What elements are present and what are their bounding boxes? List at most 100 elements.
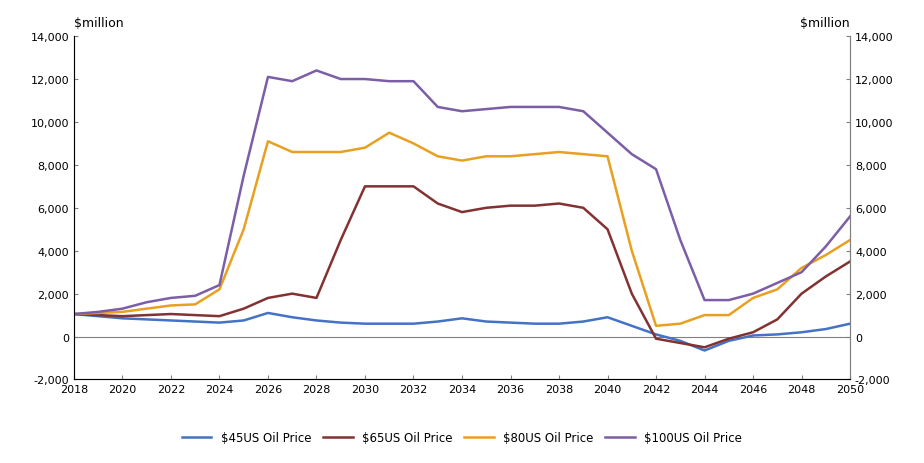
$80US Oil Price — [359, 146, 371, 151]
$65US Oil Price — [821, 274, 832, 280]
$80US Oil Price — [213, 287, 225, 293]
$100US Oil Price — [626, 152, 638, 157]
$80US Oil Price — [772, 287, 783, 293]
$65US Oil Price — [553, 201, 565, 207]
$65US Oil Price — [141, 313, 152, 318]
$45US Oil Price — [117, 316, 128, 321]
$45US Oil Price — [92, 314, 103, 319]
$80US Oil Price — [675, 321, 686, 327]
$100US Oil Price — [407, 79, 419, 85]
$100US Oil Price — [68, 312, 79, 317]
$80US Oil Price — [699, 313, 711, 318]
$80US Oil Price — [189, 302, 201, 307]
$45US Oil Price — [505, 320, 517, 325]
$80US Oil Price — [748, 295, 759, 301]
$80US Oil Price — [626, 248, 638, 254]
$80US Oil Price — [578, 152, 589, 157]
$100US Oil Price — [553, 105, 565, 111]
$65US Oil Price — [748, 330, 759, 335]
$65US Oil Price — [845, 259, 856, 265]
$100US Oil Price — [480, 107, 492, 113]
$80US Oil Price — [602, 154, 613, 160]
$65US Oil Price — [359, 184, 371, 190]
$80US Oil Price — [117, 309, 128, 315]
$45US Oil Price — [529, 321, 541, 327]
$100US Oil Price — [772, 281, 783, 286]
Text: $million: $million — [800, 17, 850, 30]
$100US Oil Price — [262, 75, 274, 81]
Line: $65US Oil Price: $65US Oil Price — [74, 187, 850, 348]
$45US Oil Price — [845, 321, 856, 327]
$80US Oil Price — [723, 313, 735, 318]
$65US Oil Price — [480, 206, 492, 211]
$65US Oil Price — [505, 203, 517, 209]
Line: $45US Oil Price: $45US Oil Price — [74, 313, 850, 351]
$80US Oil Price — [529, 152, 541, 157]
Line: $80US Oil Price: $80US Oil Price — [74, 133, 850, 326]
$45US Oil Price — [141, 317, 152, 322]
$100US Oil Price — [821, 244, 832, 250]
$65US Oil Price — [602, 227, 613, 232]
$65US Oil Price — [383, 184, 395, 190]
$45US Oil Price — [626, 323, 638, 329]
$45US Oil Price — [480, 319, 492, 325]
$80US Oil Price — [311, 150, 322, 156]
$100US Oil Price — [311, 69, 322, 74]
$45US Oil Price — [407, 321, 419, 327]
$100US Oil Price — [189, 294, 201, 299]
$65US Oil Price — [262, 295, 274, 301]
$65US Oil Price — [117, 314, 128, 319]
$80US Oil Price — [262, 139, 274, 145]
$80US Oil Price — [845, 238, 856, 243]
$80US Oil Price — [821, 253, 832, 258]
$45US Oil Price — [723, 338, 735, 344]
$100US Oil Price — [675, 238, 686, 243]
$45US Oil Price — [821, 326, 832, 332]
Line: $100US Oil Price: $100US Oil Price — [74, 71, 850, 314]
$65US Oil Price — [578, 206, 589, 211]
$45US Oil Price — [238, 318, 249, 324]
$100US Oil Price — [845, 214, 856, 220]
$65US Oil Price — [699, 345, 711, 350]
$45US Oil Price — [335, 320, 346, 325]
$100US Oil Price — [335, 77, 346, 82]
$80US Oil Price — [383, 131, 395, 136]
$80US Oil Price — [335, 150, 346, 156]
$45US Oil Price — [602, 315, 613, 320]
$45US Oil Price — [432, 319, 444, 325]
$100US Oil Price — [117, 306, 128, 312]
$45US Oil Price — [262, 311, 274, 316]
$45US Oil Price — [383, 321, 395, 327]
$100US Oil Price — [238, 174, 249, 179]
$80US Oil Price — [407, 141, 419, 147]
$65US Oil Price — [92, 313, 103, 318]
$65US Oil Price — [165, 312, 176, 317]
$100US Oil Price — [383, 79, 395, 85]
$80US Oil Price — [553, 150, 565, 156]
$100US Oil Price — [602, 131, 613, 136]
$80US Oil Price — [68, 312, 79, 317]
$100US Oil Price — [505, 105, 517, 111]
$65US Oil Price — [238, 306, 249, 312]
$45US Oil Price — [456, 316, 468, 321]
$100US Oil Price — [165, 295, 176, 301]
$80US Oil Price — [238, 227, 249, 232]
$100US Oil Price — [92, 309, 103, 315]
$45US Oil Price — [213, 320, 225, 325]
$45US Oil Price — [772, 332, 783, 338]
$65US Oil Price — [311, 295, 322, 301]
$65US Oil Price — [772, 317, 783, 322]
$80US Oil Price — [286, 150, 298, 156]
$80US Oil Price — [456, 158, 468, 164]
$80US Oil Price — [432, 154, 444, 160]
Text: $million: $million — [74, 17, 124, 30]
$45US Oil Price — [748, 333, 759, 338]
$65US Oil Price — [675, 340, 686, 346]
$100US Oil Price — [723, 298, 735, 303]
$45US Oil Price — [796, 330, 807, 335]
$45US Oil Price — [650, 332, 662, 338]
$45US Oil Price — [578, 319, 589, 325]
$80US Oil Price — [165, 303, 176, 308]
$100US Oil Price — [529, 105, 541, 111]
$100US Oil Price — [286, 79, 298, 85]
